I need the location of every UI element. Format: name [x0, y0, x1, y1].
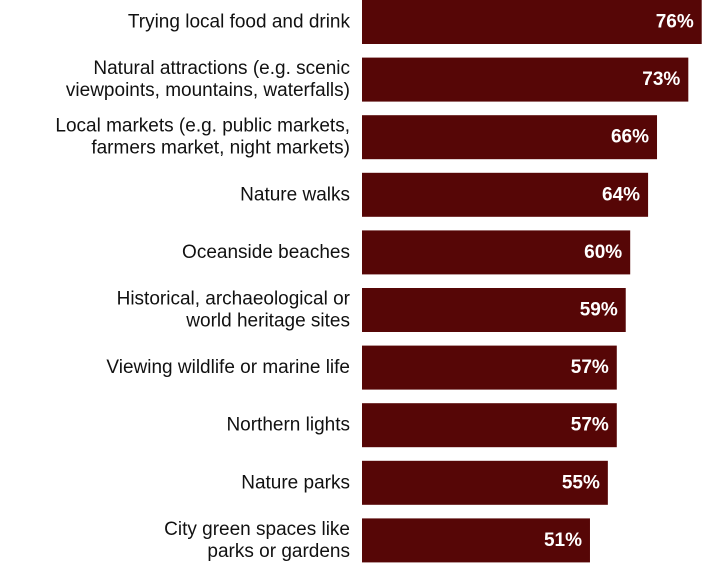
category-label-6: Historical, archaeological or world herit… [117, 289, 351, 332]
category-label-line: Natural attractions (e.g. scenic [93, 58, 350, 79]
category-label-5: Oceanside beaches [182, 242, 350, 263]
category-label-4: Nature walks [240, 184, 350, 205]
category-label-line: Historical, archaeological or [117, 289, 351, 310]
category-label-8: Northern lights [226, 415, 350, 436]
category-label-1: Trying local food and drink [128, 12, 351, 33]
data-label-7: 57% [571, 357, 609, 378]
category-label-line: Trying local food and drink [128, 12, 351, 33]
category-label-line: Nature walks [240, 184, 350, 205]
category-label-line: City green spaces like [164, 519, 350, 540]
category-label-3: Local markets (e.g. public markets, farme… [55, 116, 350, 159]
data-label-4: 64% [602, 184, 640, 205]
data-label-9: 55% [562, 472, 600, 493]
bar-2 [362, 58, 688, 102]
data-label-8: 57% [571, 415, 609, 436]
category-label-2: Natural attractions (e.g. scenic viewpoin… [66, 58, 350, 101]
data-label-3: 66% [611, 127, 649, 148]
data-label-2: 73% [642, 69, 680, 90]
category-label-line: Nature parks [241, 472, 350, 493]
category-label-line: Oceanside beaches [182, 242, 350, 263]
category-label-line: world heritage sites [185, 311, 350, 332]
category-label-line: farmers market, night markets) [91, 138, 350, 159]
category-label-line: viewpoints, mountains, waterfalls) [66, 80, 350, 101]
data-label-5: 60% [584, 242, 622, 263]
category-label-7: Viewing wildlife or marine life [106, 357, 350, 378]
category-label-10: City green spaces like parks or gardens [164, 519, 350, 562]
category-label-line: parks or gardens [207, 541, 350, 562]
category-label-line: Northern lights [226, 415, 350, 436]
data-label-6: 59% [580, 300, 618, 321]
category-label-line: Viewing wildlife or marine life [106, 357, 350, 378]
data-label-10: 51% [544, 530, 582, 551]
category-label-9: Nature parks [241, 472, 350, 493]
data-label-1: 76% [656, 12, 694, 33]
category-label-line: Local markets (e.g. public markets, [55, 116, 350, 137]
category-labels-layer: Trying local food and drink Natural attra… [55, 12, 350, 562]
bar-1 [362, 0, 702, 44]
